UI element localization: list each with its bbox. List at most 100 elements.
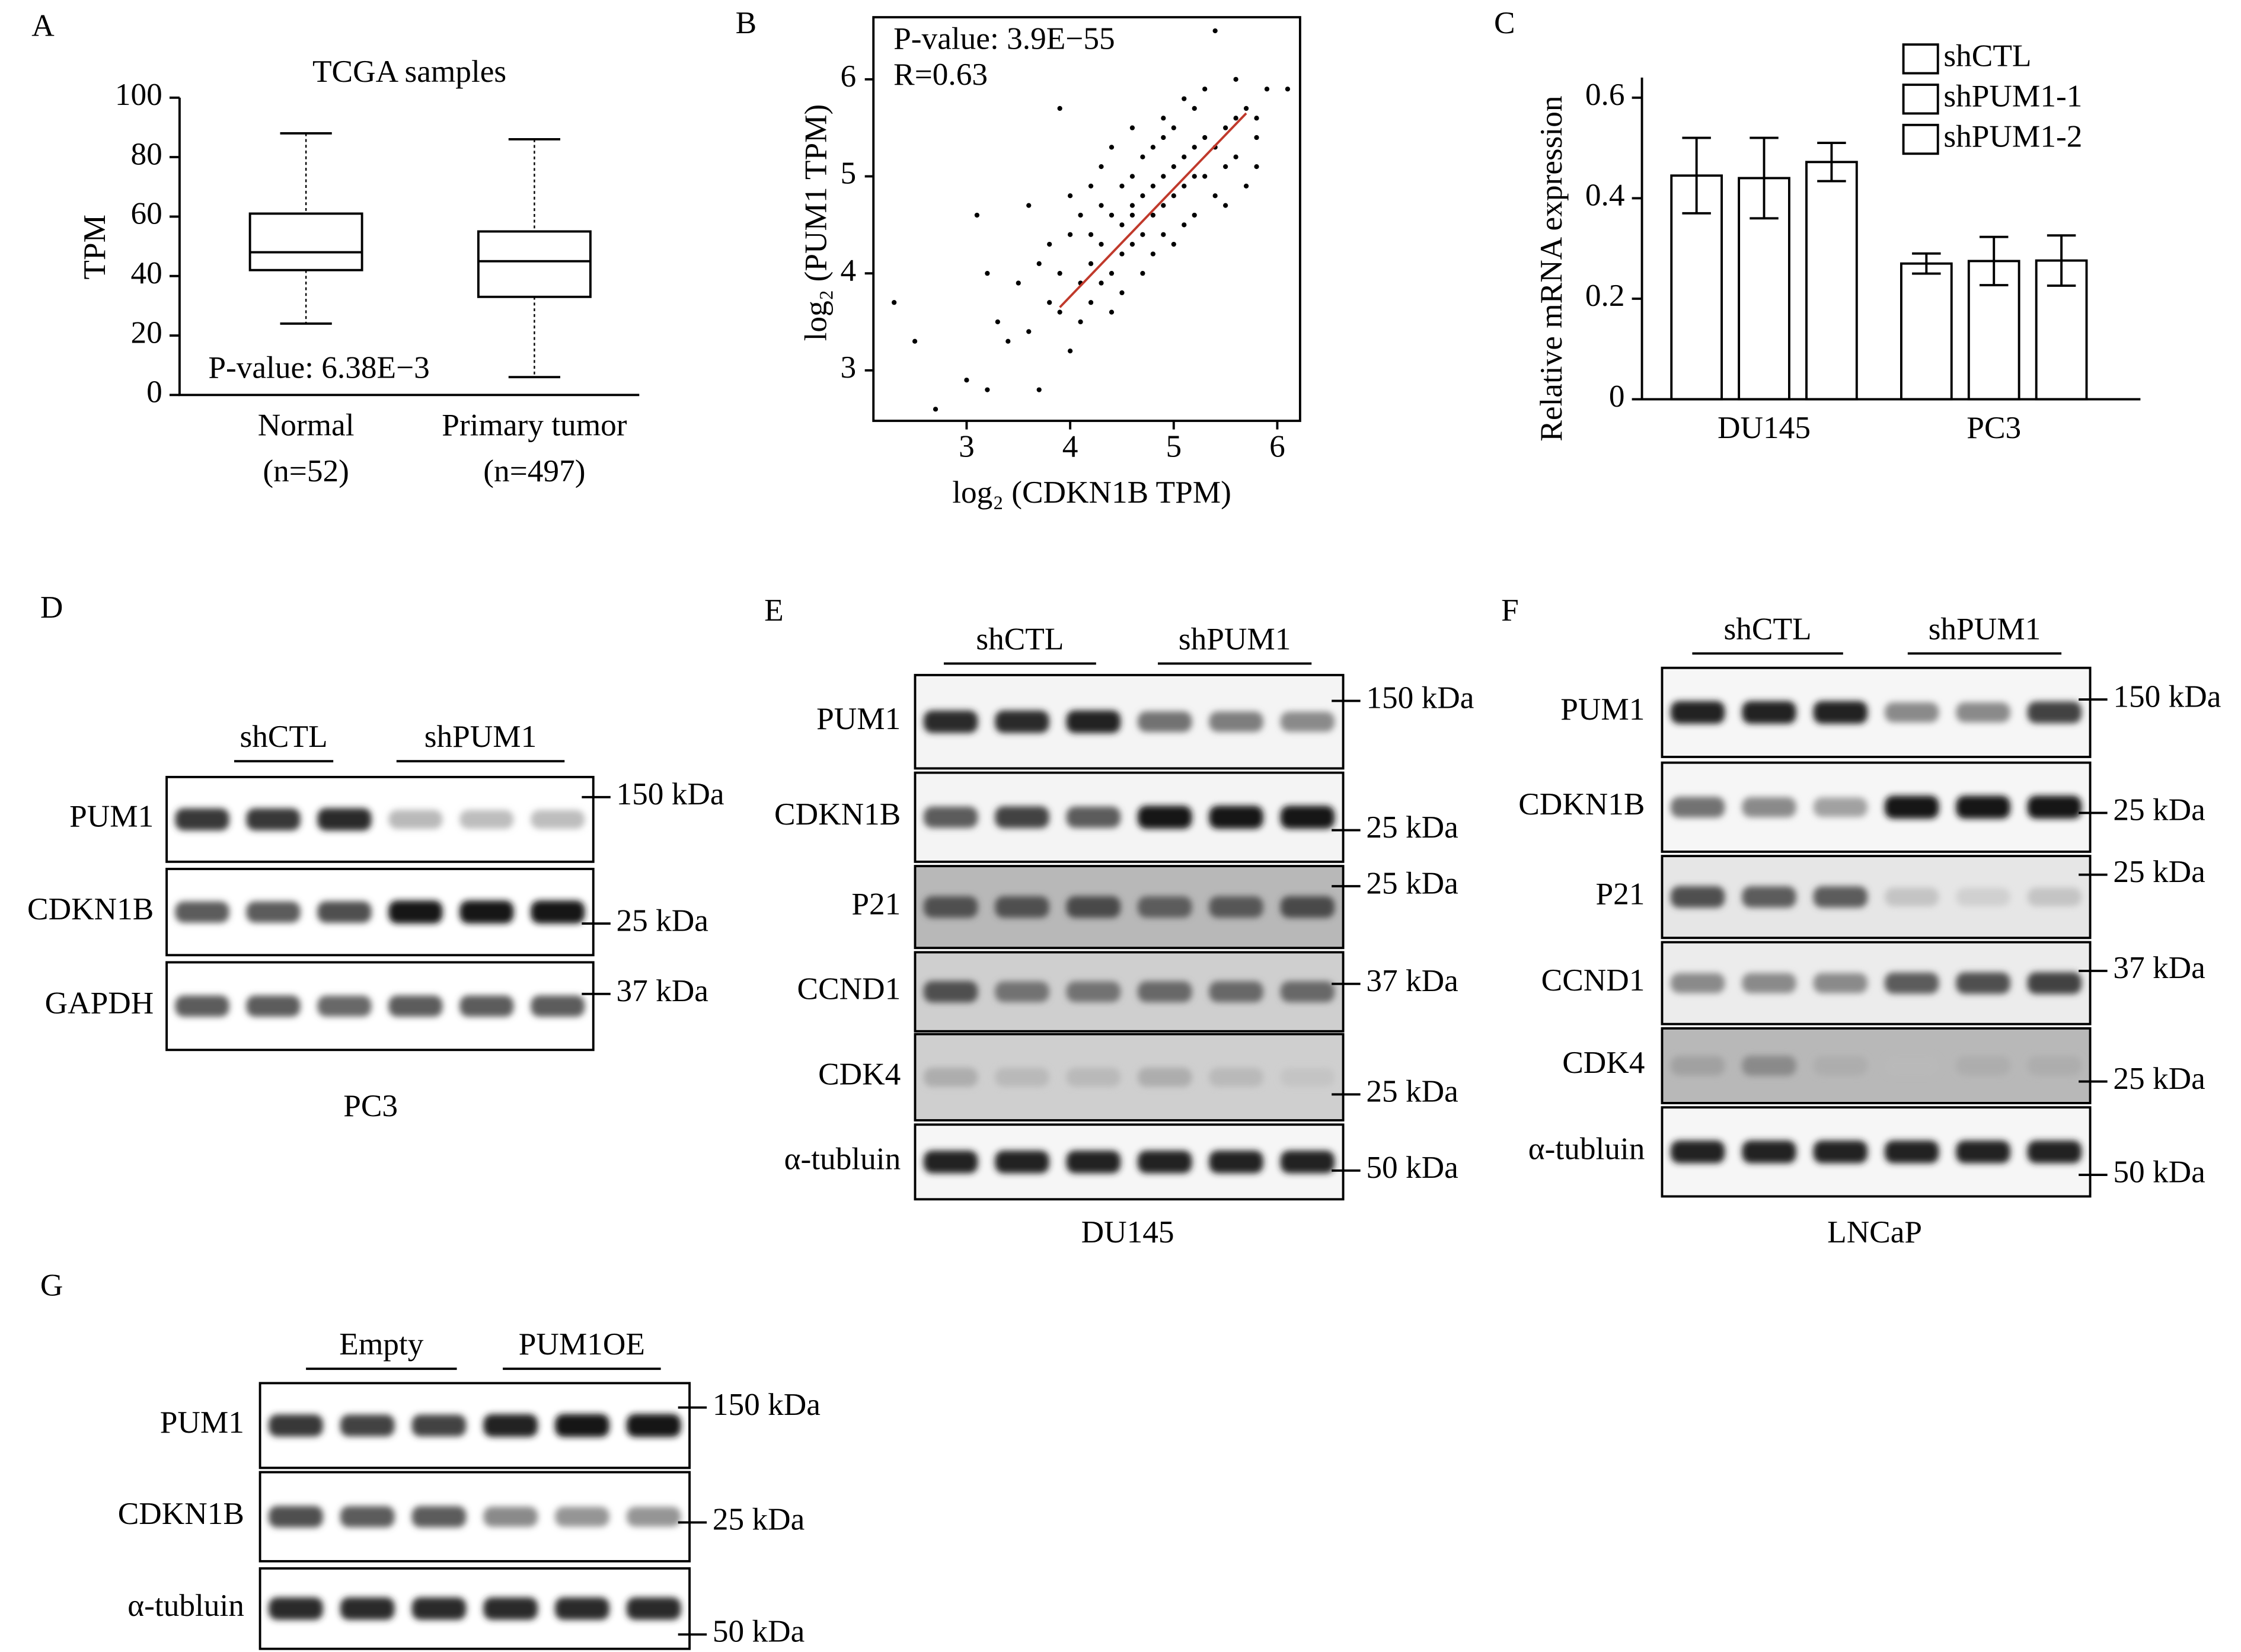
point xyxy=(1192,212,1197,218)
band xyxy=(1670,1140,1725,1164)
panel-letter: E xyxy=(764,593,784,628)
band xyxy=(1209,981,1263,1002)
point xyxy=(1202,135,1208,140)
band xyxy=(531,810,585,829)
band xyxy=(1670,973,1725,993)
point xyxy=(1078,319,1083,325)
band xyxy=(1280,711,1335,732)
x-tick-label: 5 xyxy=(1166,429,1182,464)
band xyxy=(923,980,978,1003)
band xyxy=(388,900,443,924)
point xyxy=(1254,135,1259,140)
row-label: CDKN1B xyxy=(118,1496,244,1531)
band xyxy=(555,1597,609,1620)
point xyxy=(1088,261,1094,266)
sample-size: (n=497) xyxy=(483,453,585,488)
band xyxy=(555,1507,609,1527)
y-axis-label: log₂ (PUM1 TPM) xyxy=(798,104,833,341)
band xyxy=(1813,973,1868,993)
marker-label: 25 kDa xyxy=(1366,865,1458,900)
band xyxy=(626,1597,681,1620)
annotation: R=0.63 xyxy=(893,57,988,92)
point xyxy=(1119,183,1125,188)
blot-row xyxy=(1661,666,2092,758)
point xyxy=(974,212,980,218)
band xyxy=(1742,973,1796,993)
band xyxy=(995,981,1049,1002)
band xyxy=(411,1597,467,1620)
blot-row xyxy=(165,868,595,957)
point xyxy=(1067,232,1073,237)
point xyxy=(1254,164,1259,170)
band xyxy=(1956,1056,2010,1076)
band xyxy=(1280,806,1335,829)
band xyxy=(1884,1140,1939,1164)
band xyxy=(340,1597,395,1620)
point xyxy=(1016,280,1021,286)
point xyxy=(1150,251,1155,257)
point xyxy=(1088,300,1094,305)
point xyxy=(1192,174,1197,179)
band xyxy=(1066,1068,1121,1087)
point xyxy=(1182,183,1187,188)
band xyxy=(483,1414,538,1437)
point xyxy=(1057,106,1062,111)
point xyxy=(1109,145,1115,150)
point xyxy=(1202,174,1208,179)
legend-label: shCTL xyxy=(1943,39,2031,74)
legend-label: shPUM1-2 xyxy=(1943,119,2082,154)
band xyxy=(923,710,978,733)
point xyxy=(1222,164,1228,170)
marker-label: 25 kDa xyxy=(1366,1074,1458,1109)
point xyxy=(1005,338,1011,344)
box xyxy=(477,230,592,298)
marker-label: 37 kDa xyxy=(2113,950,2205,985)
band xyxy=(175,808,229,831)
point xyxy=(1026,203,1032,208)
band xyxy=(1742,1140,1796,1164)
marker-label: 25 kDa xyxy=(2113,793,2205,827)
point xyxy=(1119,290,1125,296)
panel-letter: B xyxy=(736,5,757,40)
row-label: CCND1 xyxy=(797,971,901,1006)
row-label: CDKN1B xyxy=(1518,787,1645,822)
row-label: CDK4 xyxy=(818,1057,901,1092)
legend-swatch xyxy=(1902,84,1939,115)
y-tick-label: 6 xyxy=(841,59,857,94)
blot-row xyxy=(165,775,595,863)
band xyxy=(340,1414,395,1437)
panel-letter: D xyxy=(40,590,63,625)
band xyxy=(269,1414,323,1437)
blot-row xyxy=(914,1033,1345,1121)
band xyxy=(1884,702,1939,723)
y-tick-label: 60 xyxy=(131,196,162,231)
row-label: GAPDH xyxy=(45,986,154,1021)
band xyxy=(388,810,443,829)
band xyxy=(1066,896,1121,918)
marker-label: 150 kDa xyxy=(2113,679,2221,714)
group-label: shCTL xyxy=(240,719,328,754)
band xyxy=(1813,886,1868,908)
band xyxy=(459,995,514,1017)
plot-frame xyxy=(872,16,1301,422)
point xyxy=(1171,125,1176,130)
legend-swatch xyxy=(1902,123,1939,155)
band xyxy=(1670,1056,1725,1076)
marker-label: 37 kDa xyxy=(617,973,708,1008)
band xyxy=(317,995,372,1017)
point xyxy=(1182,154,1187,159)
blot-row xyxy=(258,1567,691,1650)
point xyxy=(1182,96,1187,101)
point xyxy=(1171,164,1176,170)
y-tick-label: 0.4 xyxy=(1585,178,1625,213)
band xyxy=(531,995,585,1017)
band xyxy=(1884,795,1939,819)
blot-row xyxy=(258,1471,691,1562)
row-label: PUM1 xyxy=(160,1405,244,1440)
blot-row xyxy=(914,673,1345,770)
marker-label: 150 kDa xyxy=(617,777,724,811)
x-tick-label: Normal xyxy=(258,407,355,442)
point xyxy=(892,300,897,305)
point xyxy=(1099,164,1104,170)
blot-row xyxy=(1661,855,2092,940)
